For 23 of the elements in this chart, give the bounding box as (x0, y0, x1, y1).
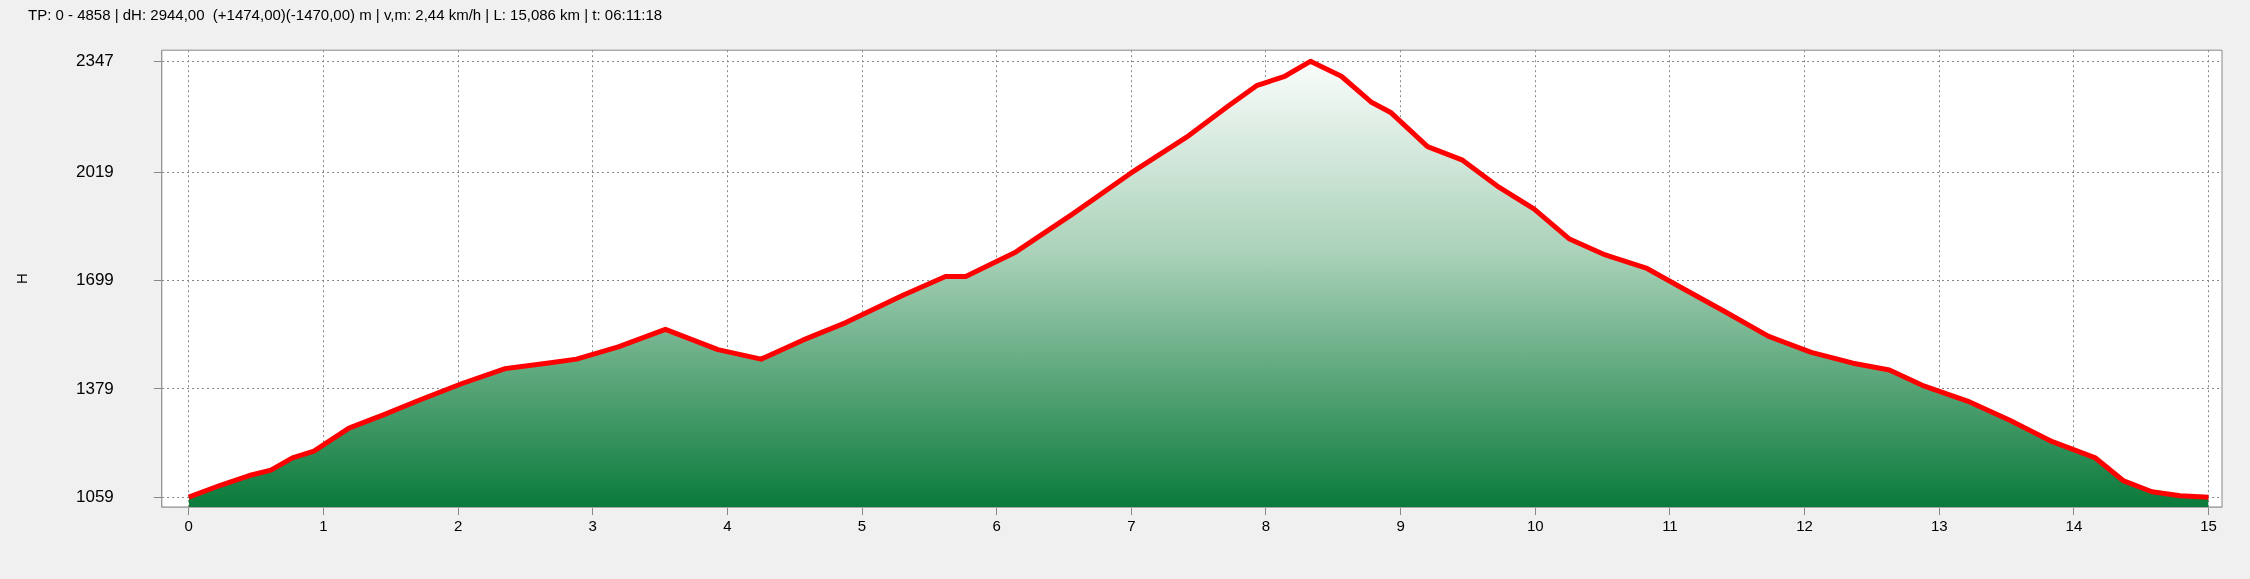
y-tick-label: 2347 (75, 51, 114, 71)
x-tick-label: 1 (319, 517, 328, 535)
chart-title: TP: 0 - 4858 | dH: 2944,00 (+1474,00)(-1470,00) m | v,m: 2,44 km/h | L: 15,086 km | t: 06:11:18 (28, 6, 663, 23)
x-tick-label: 10 (1526, 517, 1544, 535)
x-tick-label: 13 (1930, 517, 1948, 535)
x-tick-label: 7 (1127, 517, 1136, 535)
x-tick-label: 11 (1662, 517, 1678, 535)
x-tick-label: 14 (2065, 517, 2083, 535)
y-tick-label: 2019 (75, 162, 114, 182)
x-tick-label: 5 (857, 517, 867, 535)
x-tick-label: 6 (992, 517, 1001, 535)
x-tick-label: 9 (1396, 517, 1405, 535)
y-tick-label: 1059 (75, 486, 114, 506)
x-tick-label: 15 (2200, 517, 2217, 535)
x-tick-label: 3 (588, 517, 597, 535)
y-tick-label: 1379 (75, 378, 114, 398)
x-tick-label: 0 (184, 517, 193, 535)
x-tick-label: 12 (1796, 517, 1813, 535)
y-tick-label: 1699 (75, 270, 114, 290)
x-tick-label: 8 (1261, 517, 1271, 535)
x-tick-label: 4 (723, 517, 732, 535)
x-tick-label: 2 (453, 517, 463, 535)
y-axis-title: H (13, 273, 31, 285)
